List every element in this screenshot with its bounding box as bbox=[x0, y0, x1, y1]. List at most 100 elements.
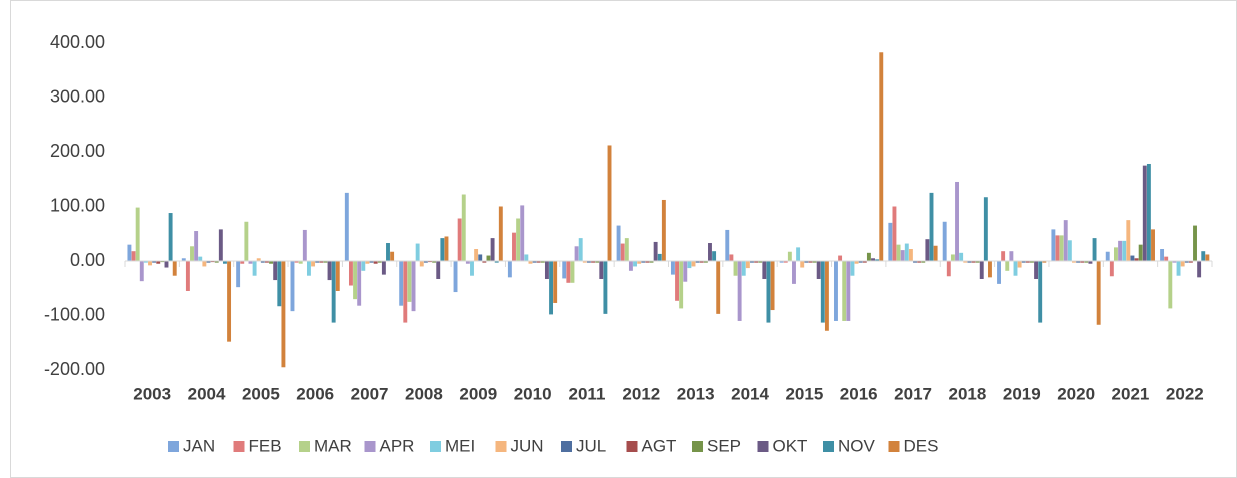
bar bbox=[135, 207, 140, 261]
bar bbox=[566, 261, 571, 283]
bar bbox=[465, 261, 470, 264]
bar bbox=[419, 261, 424, 267]
bar bbox=[311, 261, 316, 267]
bar bbox=[1118, 240, 1123, 261]
x-tick-label: 2011 bbox=[569, 384, 606, 403]
bar bbox=[729, 254, 734, 261]
bar bbox=[904, 243, 909, 261]
legend-swatch bbox=[233, 441, 245, 452]
bar bbox=[921, 261, 926, 263]
bar bbox=[850, 261, 855, 276]
x-tick-label: 2009 bbox=[459, 384, 497, 403]
bar bbox=[1051, 229, 1056, 261]
bar bbox=[1017, 261, 1022, 268]
legend-swatch bbox=[364, 441, 376, 452]
bar bbox=[896, 244, 901, 261]
bar bbox=[536, 261, 541, 263]
x-tick-label: 2020 bbox=[1057, 384, 1095, 403]
bar bbox=[1005, 261, 1010, 271]
bar bbox=[152, 261, 157, 263]
y-tick-label: 200.00 bbox=[50, 141, 105, 161]
bar bbox=[172, 261, 177, 276]
bar bbox=[641, 261, 646, 263]
legend-swatch bbox=[495, 441, 507, 452]
bar bbox=[933, 245, 938, 261]
bar bbox=[745, 261, 750, 269]
bar bbox=[808, 261, 813, 263]
bar bbox=[1168, 261, 1173, 309]
bar bbox=[925, 239, 930, 261]
bar bbox=[444, 236, 449, 261]
bar bbox=[816, 261, 821, 279]
bar bbox=[1205, 254, 1210, 261]
bar bbox=[348, 261, 353, 286]
bar bbox=[139, 261, 144, 282]
bar bbox=[453, 261, 458, 293]
x-tick-label: 2005 bbox=[242, 384, 280, 403]
bar bbox=[959, 252, 964, 261]
bar bbox=[252, 261, 257, 276]
bar bbox=[766, 261, 771, 323]
bar bbox=[787, 251, 792, 261]
bar bbox=[457, 218, 462, 261]
bar bbox=[369, 261, 374, 263]
bar bbox=[160, 261, 165, 263]
bar bbox=[478, 254, 483, 261]
bar bbox=[482, 261, 487, 263]
bar bbox=[955, 181, 959, 261]
bar bbox=[244, 221, 249, 261]
bar bbox=[963, 261, 968, 263]
bar bbox=[1025, 261, 1030, 263]
bar bbox=[770, 261, 775, 311]
bar bbox=[879, 52, 884, 261]
bar bbox=[946, 261, 951, 277]
bar bbox=[470, 261, 474, 276]
legend-label: MEI bbox=[445, 436, 475, 455]
bar bbox=[967, 261, 972, 263]
bar bbox=[323, 261, 328, 263]
bar bbox=[131, 251, 136, 261]
bar bbox=[1072, 261, 1076, 263]
bar bbox=[599, 261, 604, 279]
bar bbox=[595, 261, 600, 263]
bar bbox=[520, 205, 525, 261]
bar bbox=[1193, 225, 1197, 261]
bar bbox=[683, 261, 688, 282]
bar bbox=[1021, 261, 1026, 263]
bar bbox=[1030, 261, 1034, 263]
bar bbox=[1067, 240, 1072, 261]
bar bbox=[988, 261, 992, 278]
bar bbox=[335, 261, 340, 291]
bar bbox=[544, 261, 549, 279]
bar bbox=[971, 261, 976, 263]
bar bbox=[415, 243, 420, 261]
bar bbox=[256, 258, 261, 261]
bar bbox=[586, 261, 591, 263]
bar bbox=[1201, 251, 1206, 261]
bar bbox=[164, 261, 169, 268]
x-tick-label: 2021 bbox=[1112, 384, 1150, 403]
bar bbox=[553, 261, 558, 303]
bar bbox=[302, 229, 307, 261]
legend-label: JUL bbox=[576, 436, 606, 455]
bar bbox=[407, 261, 412, 302]
bar bbox=[796, 247, 801, 261]
bar bbox=[645, 261, 650, 263]
bar bbox=[733, 261, 738, 276]
bar bbox=[1180, 261, 1185, 267]
bar bbox=[432, 261, 437, 263]
bar bbox=[1088, 261, 1093, 264]
bar bbox=[1080, 261, 1085, 263]
bar bbox=[842, 261, 847, 321]
bar bbox=[1184, 261, 1189, 263]
bar bbox=[628, 261, 633, 271]
bar bbox=[327, 261, 332, 281]
bar bbox=[975, 261, 980, 263]
bar bbox=[1013, 261, 1018, 276]
bar bbox=[582, 261, 587, 263]
legend-label: DES bbox=[904, 436, 939, 455]
bar bbox=[264, 261, 269, 263]
bar bbox=[331, 261, 336, 323]
bar bbox=[917, 261, 922, 263]
bar bbox=[269, 261, 274, 264]
